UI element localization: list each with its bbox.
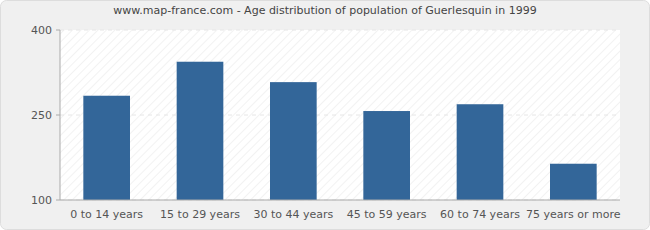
bar <box>550 164 597 200</box>
bar <box>363 111 410 200</box>
grid-line <box>60 115 620 116</box>
y-tick <box>56 30 60 31</box>
x-tick-label: 60 to 74 years <box>440 208 520 221</box>
x-tick-label: 30 to 44 years <box>253 208 333 221</box>
y-tick-label: 100 <box>31 194 52 207</box>
chart-root: www.map-france.com - Age distribution of… <box>0 0 650 230</box>
chart-svg: www.map-france.com - Age distribution of… <box>0 0 650 230</box>
title: www.map-france.com - Age distribution of… <box>113 4 536 17</box>
x-tick-label: 15 to 29 years <box>160 208 240 221</box>
x-tick-label: 0 to 14 years <box>70 208 143 221</box>
x-tick-label: 45 to 59 years <box>347 208 427 221</box>
y-tick-label: 250 <box>31 109 52 122</box>
y-tick <box>56 115 60 116</box>
bar <box>177 62 224 200</box>
y-tick <box>56 200 60 201</box>
bar <box>457 104 504 200</box>
bar <box>83 96 130 200</box>
background <box>1 1 650 230</box>
plot-area <box>60 30 620 200</box>
y-tick-label: 400 <box>31 24 52 37</box>
y-axis <box>60 30 61 200</box>
x-axis <box>60 200 620 201</box>
bar <box>270 82 317 200</box>
grid-line <box>60 200 620 201</box>
bars <box>83 62 596 200</box>
x-tick-label: 75 years or more <box>526 208 621 221</box>
grid-line <box>60 30 620 31</box>
plot-hatch <box>60 30 620 200</box>
